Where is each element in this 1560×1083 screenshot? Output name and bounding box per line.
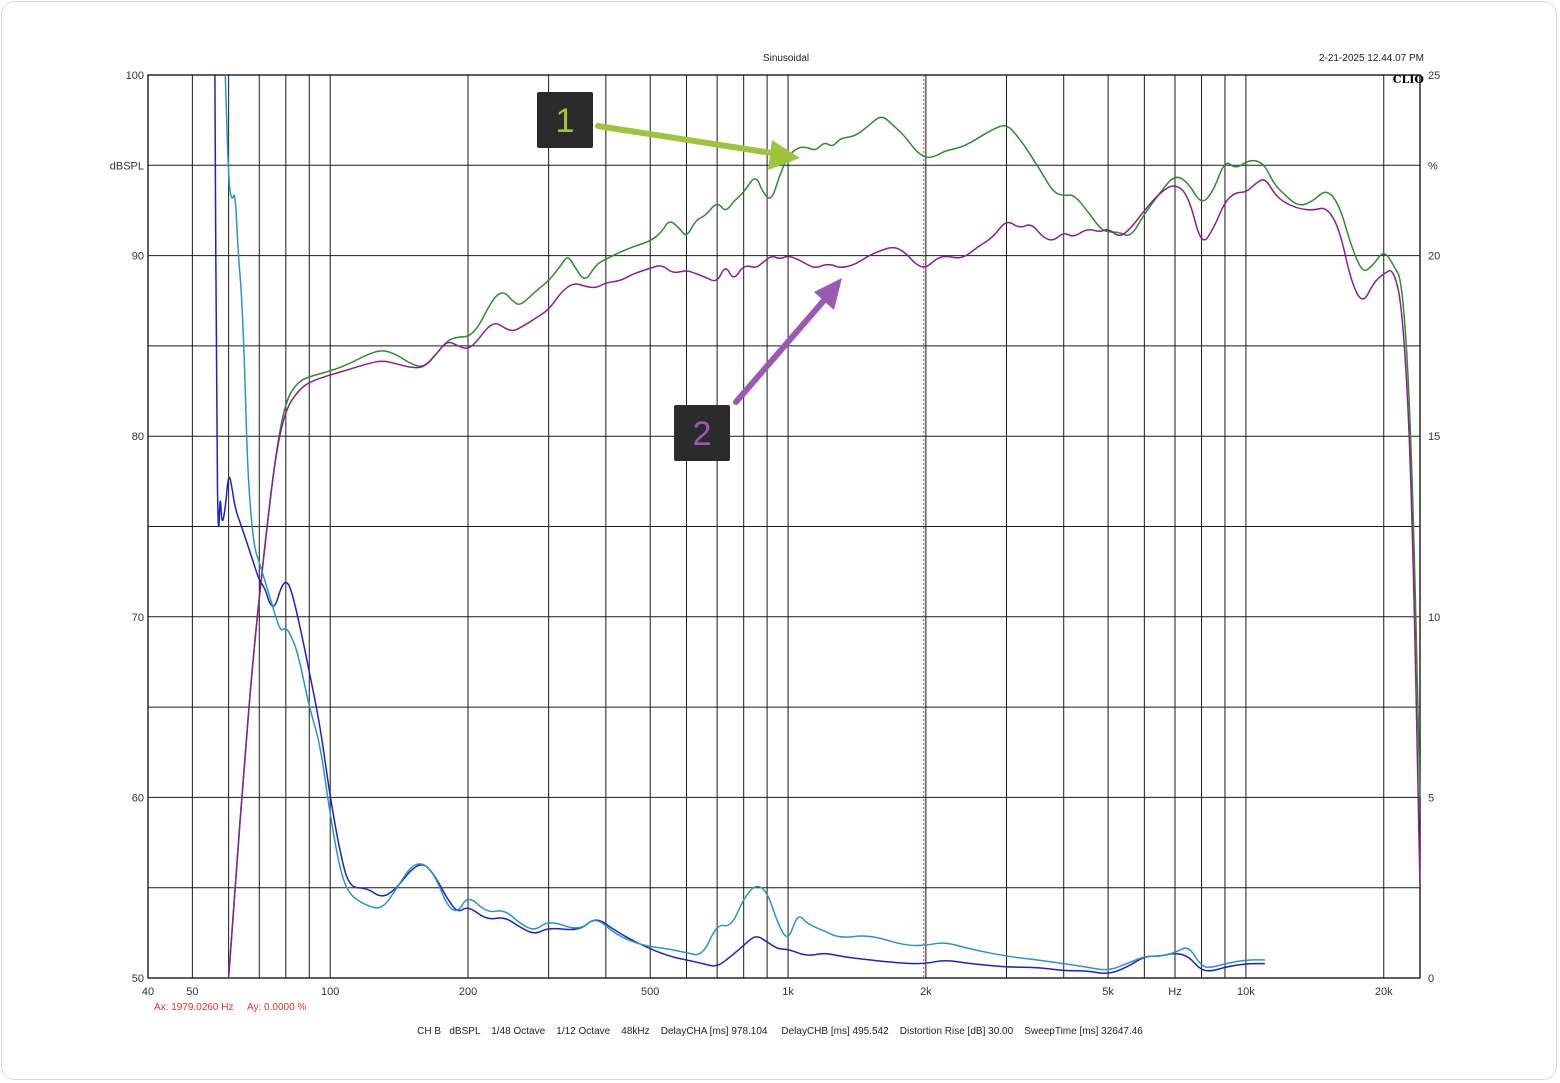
series-line-magenta [227,179,1421,979]
callout-1-arrow-shaft [595,123,781,157]
x-tick-label: 40 [142,986,154,998]
timestamp: 2-21-2025 12.44.07 PM [1319,53,1424,64]
callout-2-box [674,405,730,461]
series-line-blue [214,74,1265,974]
y2-tick-label: 10 [1428,612,1440,624]
callout-2: 2 [674,278,842,461]
callout-1-arrowhead [768,140,800,170]
y2-tick-label: 20 [1428,251,1440,263]
tick-labels: 40 50 100 200 500 1k 2k 5k Hz 10k 20k100dBSPL90807… [110,70,1441,998]
y2-tick-label: % [1428,160,1438,172]
callout-2-label: 2 [693,415,712,453]
series-group [214,74,1421,979]
x-tick-label: 10k [1237,986,1255,998]
x-tick-label: 20k [1375,986,1393,998]
y-tick-label: 80 [132,431,144,443]
x-tick-label: 5k [1102,986,1114,998]
x-tick-label: 50 [186,986,198,998]
y-tick-label: 90 [132,251,144,263]
measurement-info: CH B dBSPL 1/48 Octave 1/12 Octave 48kHz… [417,1026,1143,1037]
series-line-cyan [224,74,1265,971]
y-tick-label: 50 [132,973,144,985]
x-tick-label: 100 [321,986,339,998]
x-tick-label: 2k [920,986,932,998]
series-line-green [227,116,1421,979]
x-tick-label: 1k [782,986,794,998]
chart-title: Sinusoidal [763,53,809,64]
y2-tick-label: 25 [1428,70,1440,82]
y-tick-label: dBSPL [110,160,144,172]
y2-tick-label: 15 [1428,431,1440,443]
cursor-x-readout: Ax: 1979.0260 Hz [154,1002,234,1013]
y2-tick-label: 5 [1428,792,1434,804]
x-tick-label: 500 [641,986,659,998]
y2-tick-label: 0 [1428,973,1434,985]
callout-1: 1 [537,92,800,170]
callout-1-box [537,92,593,148]
x-tick-label: Hz [1168,986,1181,998]
y-tick-label: 100 [126,70,144,82]
x-tick-label: 200 [459,986,477,998]
plot-border [147,74,1421,979]
y-tick-label: 60 [132,792,144,804]
callout-1-label: 1 [556,102,575,140]
callout-2-arrow-shaft [733,295,829,405]
y-tick-label: 70 [132,612,144,624]
cursor-y-readout: Ay: 0.0000 % [247,1002,306,1013]
clio-logo: CLIO [1393,73,1425,86]
callout-2-arrowhead [814,278,842,310]
